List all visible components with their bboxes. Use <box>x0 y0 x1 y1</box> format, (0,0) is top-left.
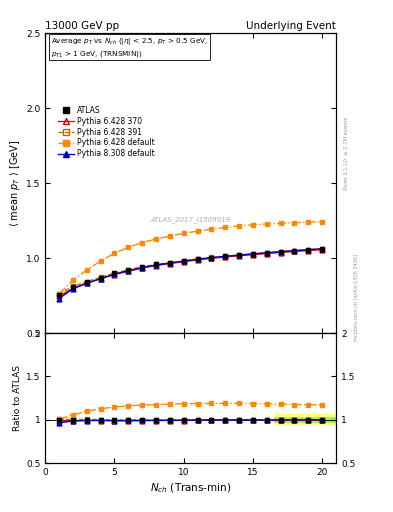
Text: 13000 GeV pp: 13000 GeV pp <box>45 21 119 31</box>
Text: Underlying Event: Underlying Event <box>246 21 336 31</box>
Text: ATLAS_2017_I1509919: ATLAS_2017_I1509919 <box>151 216 231 223</box>
Text: mcplots.cern.ch [arXiv:1306.3436]: mcplots.cern.ch [arXiv:1306.3436] <box>354 253 359 340</box>
Y-axis label: $\langle$ mean $p_T$ $\rangle$ [GeV]: $\langle$ mean $p_T$ $\rangle$ [GeV] <box>8 139 22 227</box>
Text: Rivet 3.1.10, ≥ 2.7M events: Rivet 3.1.10, ≥ 2.7M events <box>344 117 349 190</box>
Text: Average $p_T$ vs $N_{ch}$ ($|\eta|$ < 2.5, $p_T$ > 0.5 GeV,
$p_{T1}$ > 1 GeV, (T: Average $p_T$ vs $N_{ch}$ ($|\eta|$ < 2.… <box>51 36 208 58</box>
Legend: ATLAS, Pythia 6.428 370, Pythia 6.428 391, Pythia 6.428 default, Pythia 8.308 de: ATLAS, Pythia 6.428 370, Pythia 6.428 39… <box>55 103 158 161</box>
Y-axis label: Ratio to ATLAS: Ratio to ATLAS <box>13 365 22 431</box>
X-axis label: $N_{ch}$ (Trans-min): $N_{ch}$ (Trans-min) <box>150 481 231 495</box>
